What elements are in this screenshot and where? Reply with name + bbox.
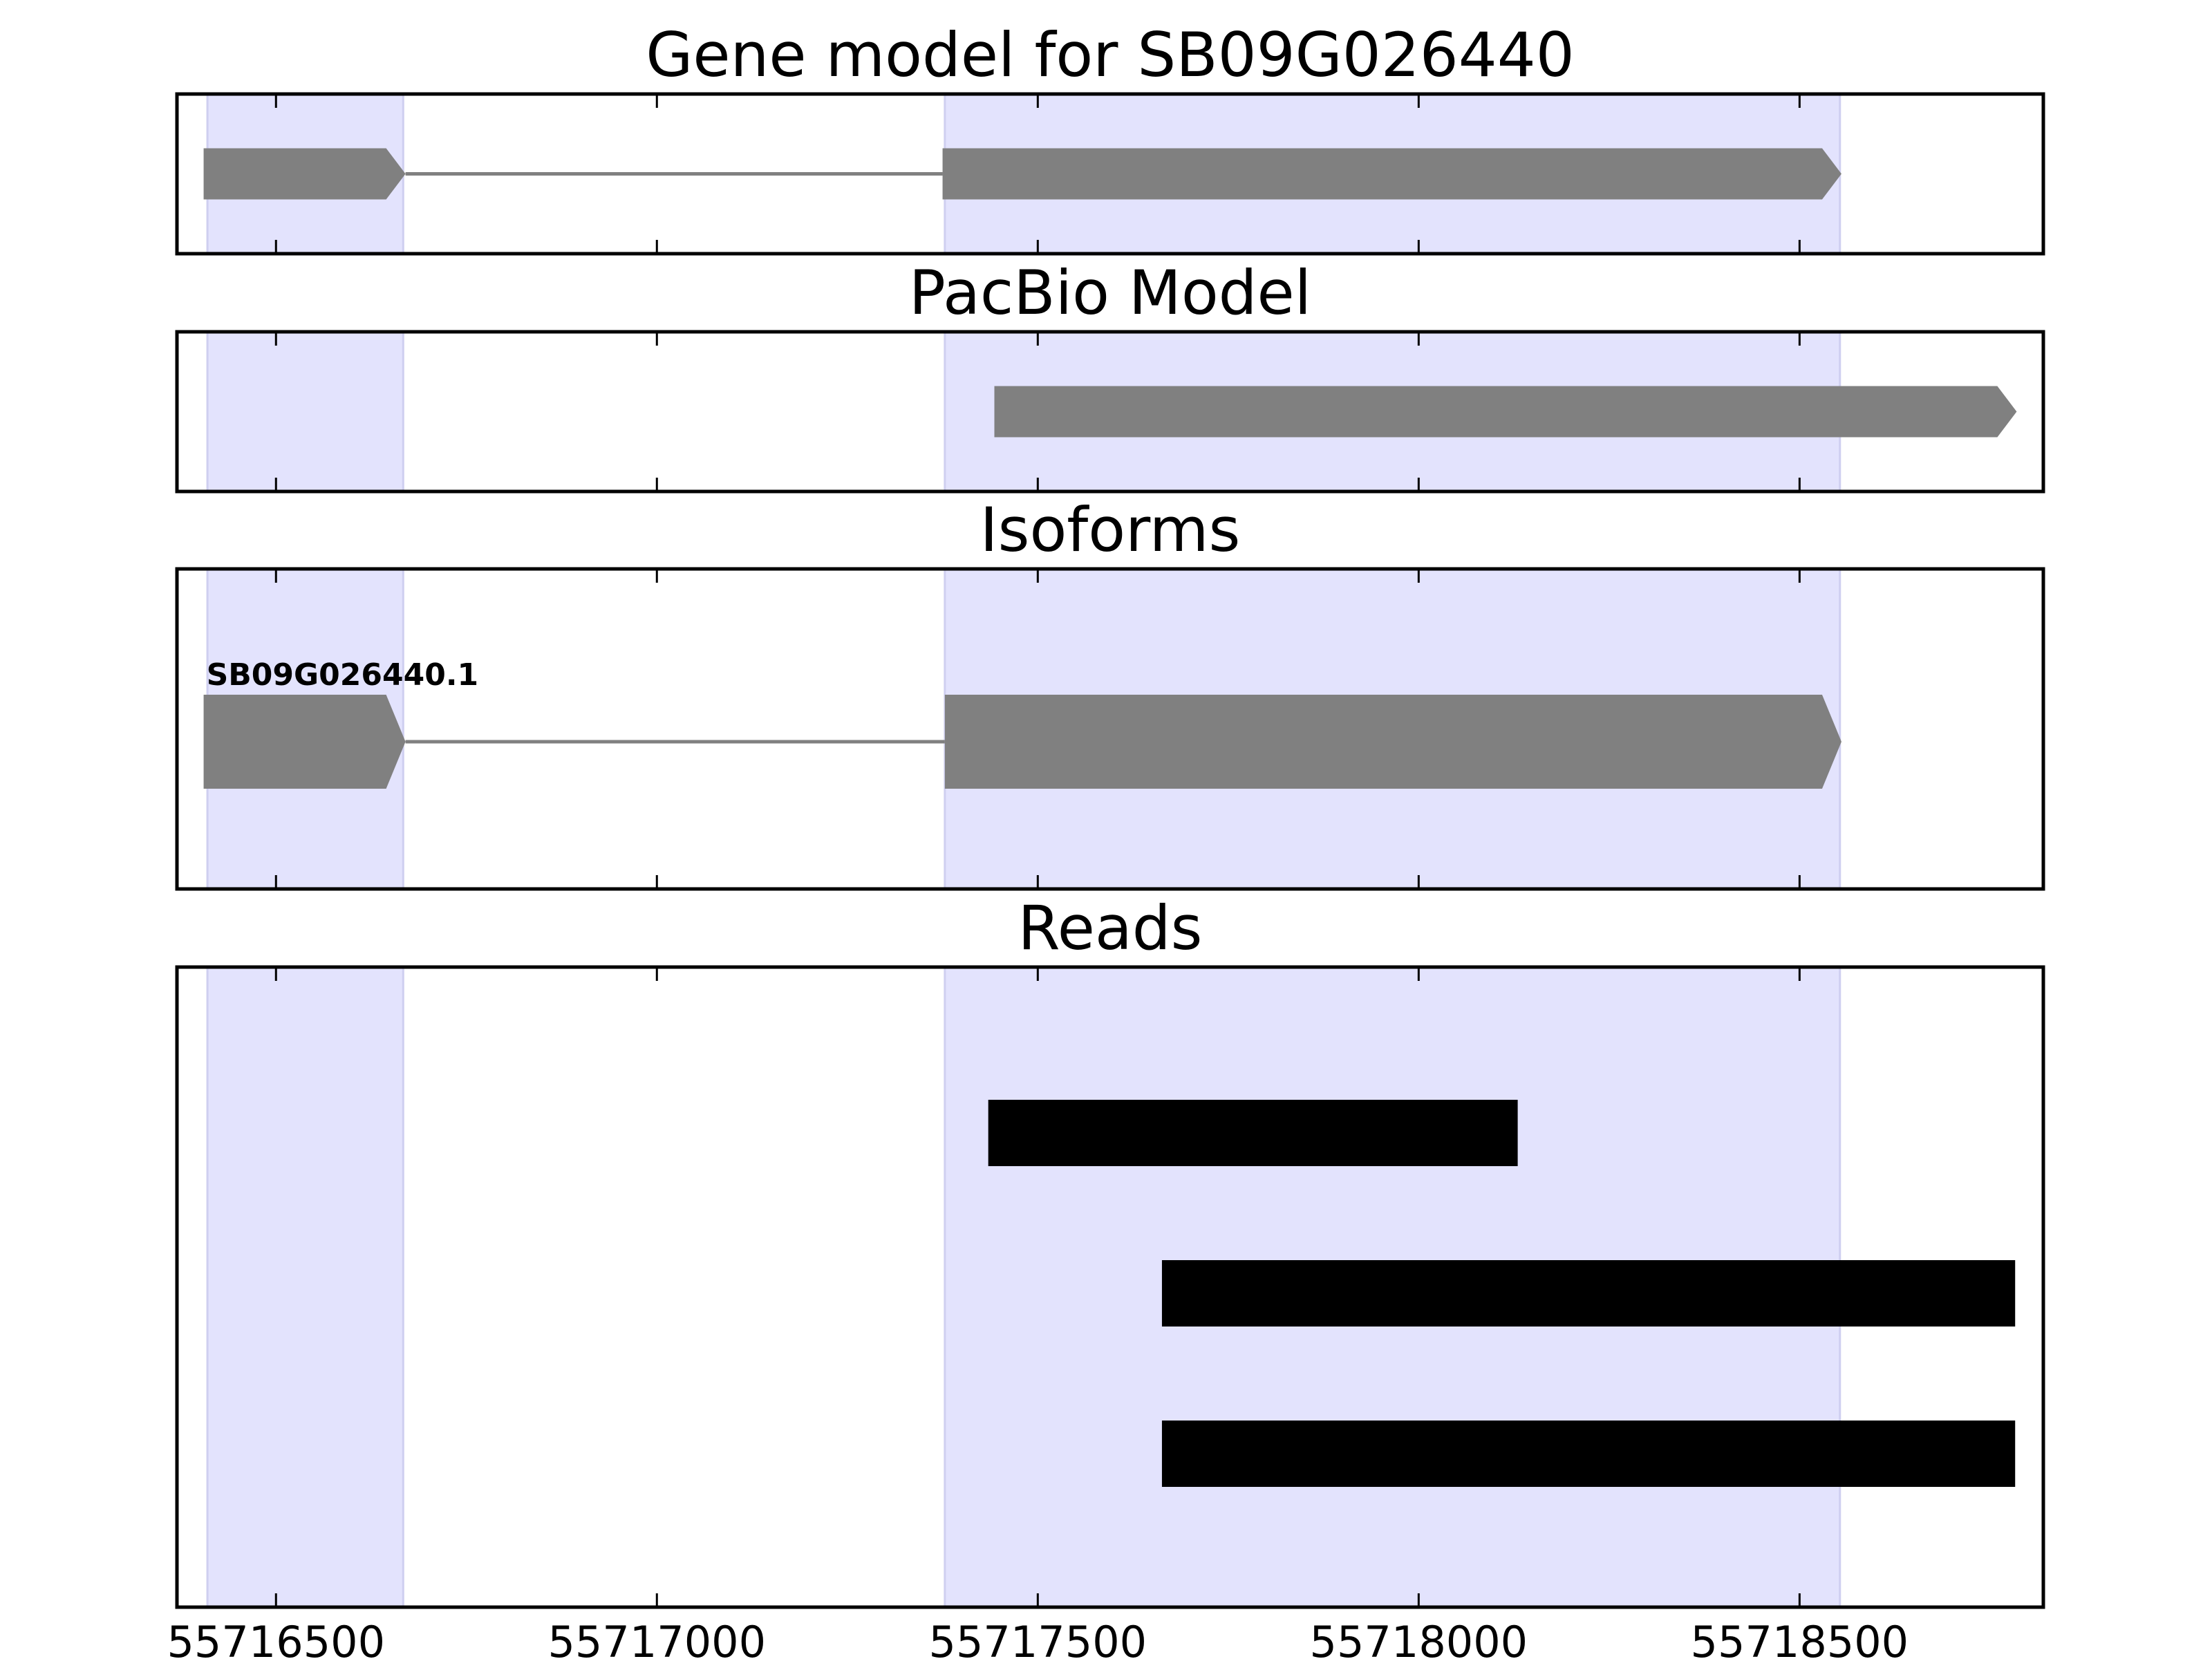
x-tick-label: 55716500: [167, 1617, 385, 1659]
read-bar: [988, 1100, 1518, 1166]
read-bar: [1161, 1421, 2016, 1487]
exon-block: [994, 386, 2017, 438]
exon-block: [944, 695, 1841, 789]
exon-block: [203, 148, 406, 200]
highlight-region: [206, 330, 404, 493]
x-tick-label: 55718500: [1691, 1617, 1909, 1659]
read-bar: [1161, 1260, 2016, 1327]
panel-frame: [175, 330, 2045, 494]
panel-title: Reads: [1018, 892, 1203, 964]
panel-frame: [175, 965, 2045, 1609]
text-layer: Gene model for SB09G026440 PacBio Model Is…: [167, 19, 1909, 1659]
panel-frame: [175, 567, 2045, 891]
x-tick-label: 55717000: [547, 1617, 766, 1659]
exon-block: [203, 695, 406, 789]
isoform-label: SB09G026440.1: [207, 657, 479, 693]
highlight-region: [206, 966, 404, 1609]
x-tick-label: 55717500: [929, 1617, 1147, 1659]
panel-frame: [175, 92, 2045, 256]
features-layer: [203, 148, 2017, 1487]
x-tick-label: 55718000: [1310, 1617, 1528, 1659]
panel-title: PacBio Model: [909, 257, 1311, 328]
exon-block: [942, 148, 1841, 200]
panel-title: Gene model for SB09G026440: [646, 19, 1575, 91]
panel-frames-layer: [175, 92, 2045, 1609]
panel-title: Isoforms: [980, 494, 1241, 565]
